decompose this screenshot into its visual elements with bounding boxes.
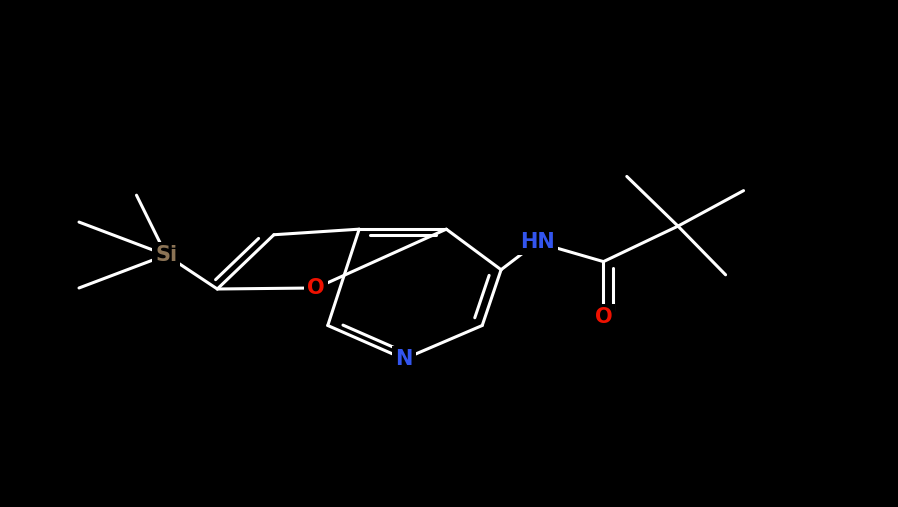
- Text: O: O: [307, 278, 325, 298]
- Text: HN: HN: [520, 232, 554, 252]
- Text: O: O: [594, 307, 612, 328]
- Text: Si: Si: [155, 245, 177, 265]
- Text: N: N: [395, 349, 413, 369]
